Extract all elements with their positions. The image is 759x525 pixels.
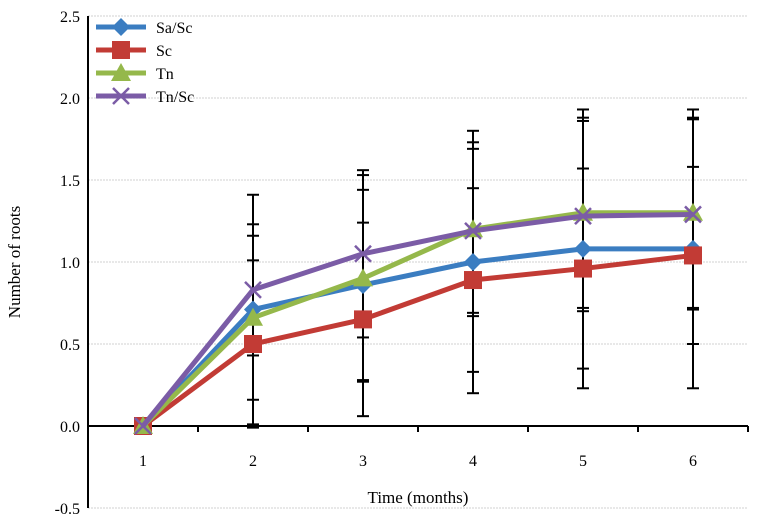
series-line (141, 211, 694, 428)
data-point-x (354, 244, 372, 263)
data-point-square (574, 259, 592, 278)
x-tick-label: 2 (249, 453, 257, 470)
series-sa-sc (134, 239, 702, 435)
legend: Sa/Sc Sc Tn Tn/Sc (96, 18, 194, 106)
y-tick-label: 2.0 (60, 91, 80, 108)
y-tick-label: 1.0 (60, 255, 80, 272)
gridlines (87, 15, 748, 509)
y-tick-label: 0.5 (60, 337, 80, 354)
x-axis-label: Time (months) (368, 488, 469, 507)
data-point-x (134, 417, 152, 435)
x-tick-label: 3 (359, 453, 367, 470)
series-lines (133, 202, 703, 435)
data-point-diamond (464, 253, 482, 271)
data-point-x (684, 205, 702, 224)
y-tick-label: 0.0 (60, 419, 80, 436)
legend-item: Tn/Sc (96, 87, 194, 106)
data-point-x (112, 87, 130, 105)
legend-label: Sc (156, 43, 172, 60)
data-point-triangle (243, 307, 263, 326)
data-point-square (684, 246, 702, 265)
data-point-x (464, 221, 482, 240)
x-tick-label: 4 (469, 453, 477, 470)
legend-item: Sc (96, 41, 172, 60)
series-line (141, 246, 693, 428)
data-point-diamond (112, 18, 130, 36)
y-tick-label: 2.5 (60, 9, 80, 26)
data-point-square (464, 271, 482, 290)
series-tn (133, 202, 703, 434)
data-point-square (244, 335, 262, 353)
legend-label: Tn/Sc (156, 89, 194, 106)
data-point-x (574, 207, 592, 225)
x-tick-label: 6 (689, 453, 697, 470)
x-axis-ticks: 1 2 3 4 5 6 (87, 426, 749, 470)
y-tick-label: -0.5 (55, 501, 80, 518)
data-point-triangle (353, 268, 373, 287)
data-point-square (354, 310, 372, 329)
y-axis-label: Number of roots (5, 206, 24, 318)
legend-item: Tn (96, 63, 174, 83)
series-line (141, 210, 693, 428)
series-tn-sc (134, 205, 702, 435)
legend-label: Tn (156, 66, 174, 83)
y-tick-label: 1.5 (60, 173, 80, 190)
y-axis-ticks: -0.5 0.0 0.5 1.0 1.5 2.0 2.5 (55, 9, 80, 518)
x-tick-label: 1 (139, 453, 147, 470)
data-point-diamond (574, 239, 592, 258)
data-point-triangle (111, 63, 131, 81)
data-point-x (244, 280, 262, 299)
data-point-square (112, 41, 130, 59)
series-line (141, 252, 694, 429)
legend-item: Sa/Sc (96, 18, 192, 37)
legend-label: Sa/Sc (156, 20, 192, 37)
x-tick-label: 5 (579, 453, 587, 470)
